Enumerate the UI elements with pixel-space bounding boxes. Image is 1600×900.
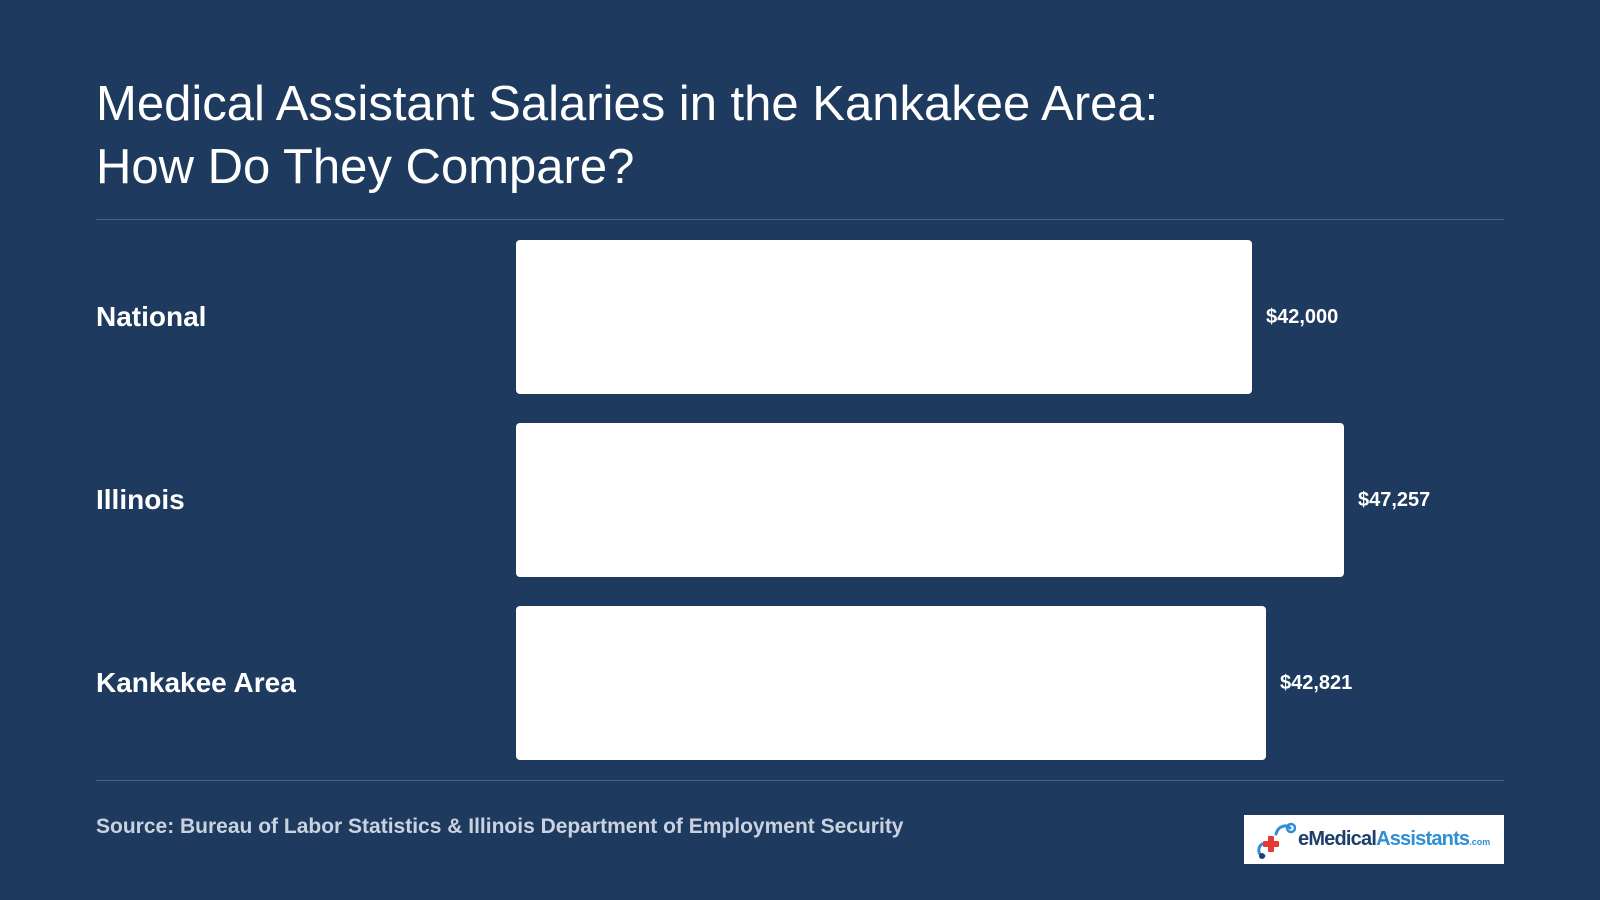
value-label: $42,821	[1280, 672, 1353, 694]
brand-name: eMedicalAssistants.com	[1298, 828, 1490, 851]
brand-suffix: .com	[1469, 837, 1491, 847]
bottom-divider	[96, 780, 1504, 781]
source-note: Source: Bureau of Labor Statistics & Ill…	[96, 815, 904, 838]
category-label: National	[96, 301, 207, 332]
category-label: Illinois	[96, 484, 185, 515]
bar	[516, 423, 1344, 577]
chart-title-line-1: Medical Assistant Salaries in the Kankak…	[96, 77, 1159, 131]
bar	[516, 606, 1266, 760]
brand-logo: eMedicalAssistants.com	[1244, 815, 1504, 864]
top-divider	[96, 219, 1504, 220]
stethoscope-cross-icon	[1257, 822, 1296, 859]
value-label: $42,000	[1266, 306, 1339, 328]
brand-name-dark: eMedical	[1298, 828, 1377, 850]
category-label: Kankakee Area	[96, 667, 296, 698]
value-label: $47,257	[1358, 489, 1431, 511]
chart-title-line-2: How Do They Compare?	[96, 140, 635, 194]
bar	[516, 240, 1252, 394]
brand-name-blue: Assistants	[1376, 828, 1470, 850]
